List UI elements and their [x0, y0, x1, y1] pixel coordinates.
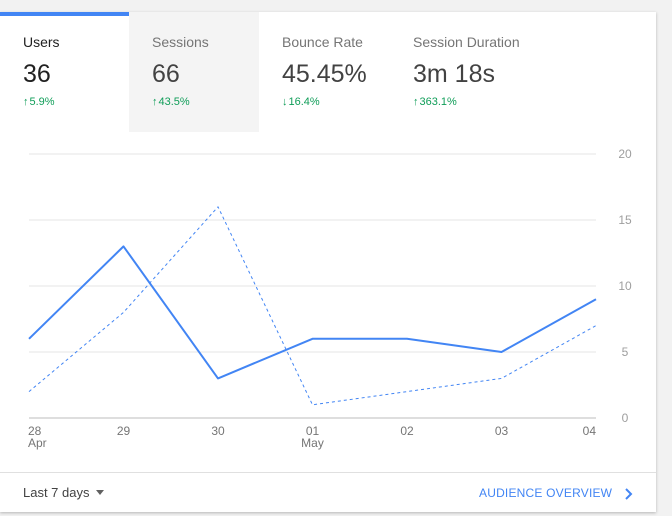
tab-label: Users — [23, 34, 60, 50]
metric-tabs: Users 36 ↑5.9% Sessions 66 ↑43.5% Bounce… — [0, 12, 656, 132]
tab-value: 36 — [23, 60, 51, 88]
tab-change: ↓16.4% — [282, 96, 389, 109]
tab-session-duration[interactable]: Session Duration 3m 18s ↑363.1% — [390, 12, 550, 132]
change-value: 363.1% — [419, 96, 457, 108]
arrow-up-icon: ↑ — [23, 96, 29, 108]
x-tick-label: 02 — [400, 424, 414, 438]
series-line-dashed — [28, 206, 597, 406]
tab-change: ↑43.5% — [152, 96, 259, 109]
tab-change: ↑5.9% — [23, 96, 130, 109]
arrow-up-icon: ↑ — [152, 96, 158, 108]
arrow-down-icon: ↓ — [282, 96, 288, 108]
tab-label: Session Duration — [413, 34, 520, 50]
date-range-label: Last 7 days — [23, 485, 90, 500]
audience-overview-link[interactable]: AUDIENCE OVERVIEW — [479, 486, 613, 500]
arrow-up-icon: ↑ — [413, 96, 419, 108]
change-value: 43.5% — [158, 96, 190, 108]
date-range-dropdown[interactable]: Last 7 days — [23, 485, 104, 500]
x-tick-label: 04 — [583, 424, 597, 438]
y-tick-label: 15 — [618, 213, 632, 227]
x-tick-label: 28 — [28, 424, 42, 438]
series-line-solid — [28, 245, 597, 380]
tab-label: Sessions — [152, 34, 209, 50]
tab-users[interactable]: Users 36 ↑5.9% — [0, 12, 130, 132]
change-value: 16.4% — [288, 96, 320, 108]
audience-card: Users 36 ↑5.9% Sessions 66 ↑43.5% Bounce… — [0, 12, 656, 512]
x-tick-label: 01 — [306, 424, 320, 438]
x-tick-label: May — [301, 436, 324, 450]
x-tick-label: 30 — [211, 424, 225, 438]
tab-value: 3m 18s — [413, 60, 495, 88]
x-tick-label: 29 — [117, 424, 131, 438]
tab-change: ↑363.1% — [413, 96, 550, 109]
tab-sessions[interactable]: Sessions 66 ↑43.5% — [129, 12, 259, 132]
chevron-right-icon[interactable] — [624, 488, 634, 500]
y-tick-label: 0 — [622, 411, 629, 425]
footer-divider — [0, 472, 656, 473]
tab-value: 66 — [152, 60, 180, 88]
caret-down-icon — [95, 490, 104, 495]
x-tick-label: Apr — [28, 436, 47, 450]
tab-bounce-rate[interactable]: Bounce Rate 45.45% ↓16.4% — [259, 12, 389, 132]
y-tick-label: 10 — [618, 279, 632, 293]
y-tick-label: 20 — [618, 147, 632, 161]
tab-label: Bounce Rate — [282, 34, 363, 50]
change-value: 5.9% — [29, 96, 55, 108]
y-tick-label: 5 — [622, 345, 629, 359]
tab-value: 45.45% — [282, 60, 367, 88]
x-tick-label: 03 — [495, 424, 509, 438]
